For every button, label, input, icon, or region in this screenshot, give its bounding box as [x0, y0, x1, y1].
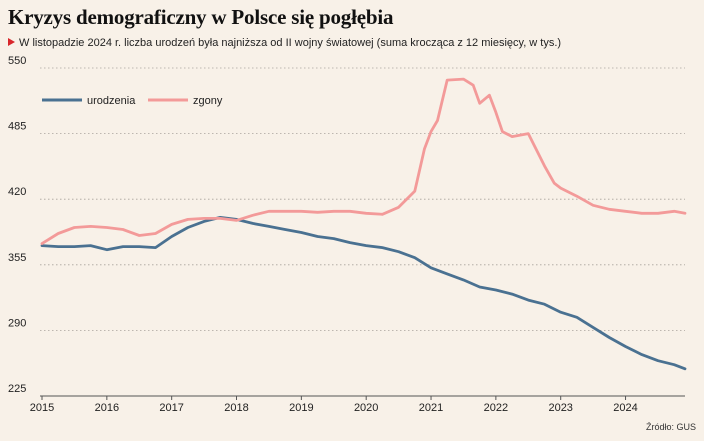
- x-tick-label: 2019: [289, 402, 313, 414]
- chart-title: Kryzys demograficzny w Polsce się pogłęb…: [8, 5, 394, 29]
- x-tick-label: 2016: [95, 402, 119, 414]
- x-tick-label: 2018: [224, 402, 248, 414]
- y-tick-label: 550: [8, 55, 26, 67]
- series-lines: [40, 77, 687, 371]
- legend: urodzenia zgony: [42, 95, 223, 107]
- series-line-urodzenia: [40, 216, 687, 371]
- legend-label-urodzenia: urodzenia: [87, 95, 136, 107]
- y-tick-label: 290: [8, 317, 26, 329]
- x-tick-label: 2015: [30, 402, 54, 414]
- x-tick-label: 2020: [354, 402, 378, 414]
- x-tick-label: 2017: [159, 402, 183, 414]
- subtitle-text: W listopadzie 2024 r. liczba urodzeń był…: [19, 37, 562, 49]
- x-tick-label: 2023: [548, 402, 572, 414]
- x-tick-labels: 2015 2016 2017 2018 2019 2020 2021 2022 2023 2024: [30, 396, 638, 414]
- red-triangle-icon: [8, 38, 15, 46]
- y-tick-label: 420: [8, 186, 26, 198]
- y-tick-label: 225: [8, 383, 26, 395]
- chart-subtitle: W listopadzie 2024 r. liczba urodzeń był…: [8, 37, 561, 49]
- legend-label-zgony: zgony: [193, 95, 223, 107]
- y-tick-label: 355: [8, 252, 26, 264]
- series-line-zgony: [40, 77, 687, 245]
- x-tick-label: 2021: [419, 402, 443, 414]
- x-tick-label: 2024: [613, 402, 637, 414]
- x-tick-label: 2022: [484, 402, 508, 414]
- y-tick-label: 485: [8, 121, 26, 133]
- y-tick-labels: 225 290 355 420 485 550: [8, 55, 26, 395]
- source-note: Źródło: GUS: [645, 422, 696, 432]
- grid-lines: [40, 67, 685, 397]
